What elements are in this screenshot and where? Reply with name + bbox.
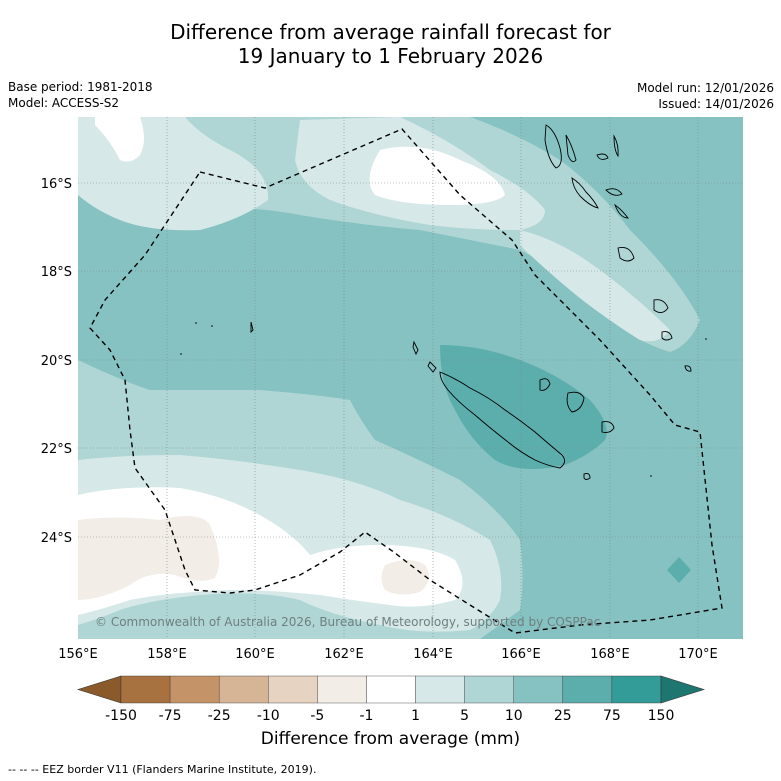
meta-left: Base period: 1981-2018 Model: ACCESS-S2 bbox=[8, 79, 153, 111]
colorbar-tick-label: -75 bbox=[159, 708, 182, 724]
colorbar-swatch bbox=[218, 675, 269, 704]
colorbar-tick-label: -5 bbox=[310, 708, 324, 724]
colorbar-tick-label: 10 bbox=[505, 708, 523, 724]
colorbar-swatch bbox=[415, 675, 465, 704]
lon-label-168: 168°E bbox=[590, 647, 630, 662]
eez-border bbox=[89, 128, 723, 634]
isle-of-pines bbox=[583, 473, 591, 480]
colorbar-tick-label: 5 bbox=[460, 708, 469, 724]
loyalty-island-2 bbox=[566, 391, 585, 413]
model-name: Model: ACCESS-S2 bbox=[8, 96, 120, 110]
reef-dot-4 bbox=[705, 338, 707, 340]
colorbar-extend-low bbox=[76, 675, 122, 704]
vanuatu-island-1 bbox=[544, 124, 562, 169]
colorbar-tick-label: 25 bbox=[554, 708, 572, 724]
lat-label-16: 16°S bbox=[41, 177, 72, 192]
contour-south-brown-2 bbox=[381, 560, 429, 595]
colorbar-tick-label: -25 bbox=[208, 708, 231, 724]
copyright-text: © Commonwealth of Australia 2026, Bureau… bbox=[95, 615, 600, 629]
lat-label-22: 22°S bbox=[41, 442, 72, 457]
colorbar-tick-label: 150 bbox=[648, 708, 675, 724]
colorbar-extend-high bbox=[660, 675, 706, 704]
colorbar: -150 -75 -25 -10 -5 -1 1 5 10 25 75 150 bbox=[76, 675, 706, 724]
colorbar-swatch bbox=[268, 675, 318, 704]
lon-label-156: 156°E bbox=[58, 647, 98, 662]
reef-dot-3 bbox=[211, 325, 213, 327]
vanuatu-island-5 bbox=[571, 177, 599, 209]
colorbar-tick-label: 75 bbox=[603, 708, 621, 724]
colorbar-swatch bbox=[611, 675, 662, 704]
lat-label-24: 24°S bbox=[41, 531, 72, 546]
loyalty-island-1 bbox=[539, 378, 551, 391]
loyalty-island-3 bbox=[601, 421, 615, 433]
contour-north-white-1 bbox=[95, 117, 144, 162]
meta-right: Model run: 12/01/2026 Issued: 14/01/2026 bbox=[637, 80, 774, 112]
lat-label-20: 20°S bbox=[41, 354, 72, 369]
vanuatu-island-8 bbox=[617, 247, 635, 262]
reef-dot-1 bbox=[195, 322, 197, 324]
vanuatu-island-10 bbox=[661, 331, 673, 341]
colorbar-swatch bbox=[366, 675, 416, 704]
map-area bbox=[78, 117, 743, 639]
lat-label-18: 18°S bbox=[41, 265, 72, 280]
lon-label-164: 164°E bbox=[413, 647, 453, 662]
vanuatu-island-7 bbox=[614, 203, 629, 219]
colorbar-swatch bbox=[464, 675, 514, 704]
reef-dot-5 bbox=[650, 475, 652, 477]
islet-1 bbox=[412, 340, 419, 356]
colorbar-tick-label: 1 bbox=[411, 708, 420, 724]
vanuatu-island-9 bbox=[653, 299, 669, 313]
vanuatu-island-4 bbox=[613, 134, 619, 158]
colorbar-swatch bbox=[169, 675, 220, 704]
contour-east-diamond bbox=[667, 557, 691, 583]
colorbar-swatch bbox=[317, 675, 367, 704]
base-period: Base period: 1981-2018 bbox=[8, 80, 153, 94]
vanuatu-island-2 bbox=[565, 134, 577, 163]
vanuatu-island-6 bbox=[605, 188, 623, 196]
contour-east-pale bbox=[520, 230, 670, 342]
title-line-1: Difference from average rainfall forecas… bbox=[170, 20, 611, 44]
colorbar-swatch bbox=[513, 675, 564, 704]
new-caledonia-island bbox=[439, 371, 565, 469]
eez-footnote: -- -- -- EEZ border V11 (Flanders Marine… bbox=[8, 763, 317, 776]
lon-label-166: 166°E bbox=[501, 647, 541, 662]
graticule bbox=[78, 117, 743, 639]
chesterfield-islet bbox=[250, 321, 254, 334]
colorbar-tick-label: -1 bbox=[359, 708, 373, 724]
colorbar-swatch bbox=[562, 675, 613, 704]
contour-north-white-2 bbox=[369, 146, 505, 205]
lon-label-160: 160°E bbox=[235, 647, 275, 662]
colorbar-swatch bbox=[120, 675, 171, 704]
issued-date: Issued: 14/01/2026 bbox=[658, 97, 774, 111]
reef-dot-2 bbox=[180, 353, 182, 355]
contour-new-caledonia-dark bbox=[440, 345, 607, 469]
lon-label-170: 170°E bbox=[678, 647, 718, 662]
islet-2 bbox=[427, 361, 437, 373]
title-line-2: 19 January to 1 February 2026 bbox=[237, 44, 544, 68]
model-run: Model run: 12/01/2026 bbox=[636, 81, 774, 95]
vanuatu-island-3 bbox=[596, 153, 609, 160]
colorbar-tick-label: -10 bbox=[257, 708, 280, 724]
lon-label-158: 158°E bbox=[147, 647, 187, 662]
colorbar-tick-label: -150 bbox=[105, 708, 137, 724]
vanuatu-island-11 bbox=[684, 365, 692, 372]
lon-label-162: 162°E bbox=[324, 647, 364, 662]
colorbar-title: Difference from average (mm) bbox=[260, 729, 521, 749]
